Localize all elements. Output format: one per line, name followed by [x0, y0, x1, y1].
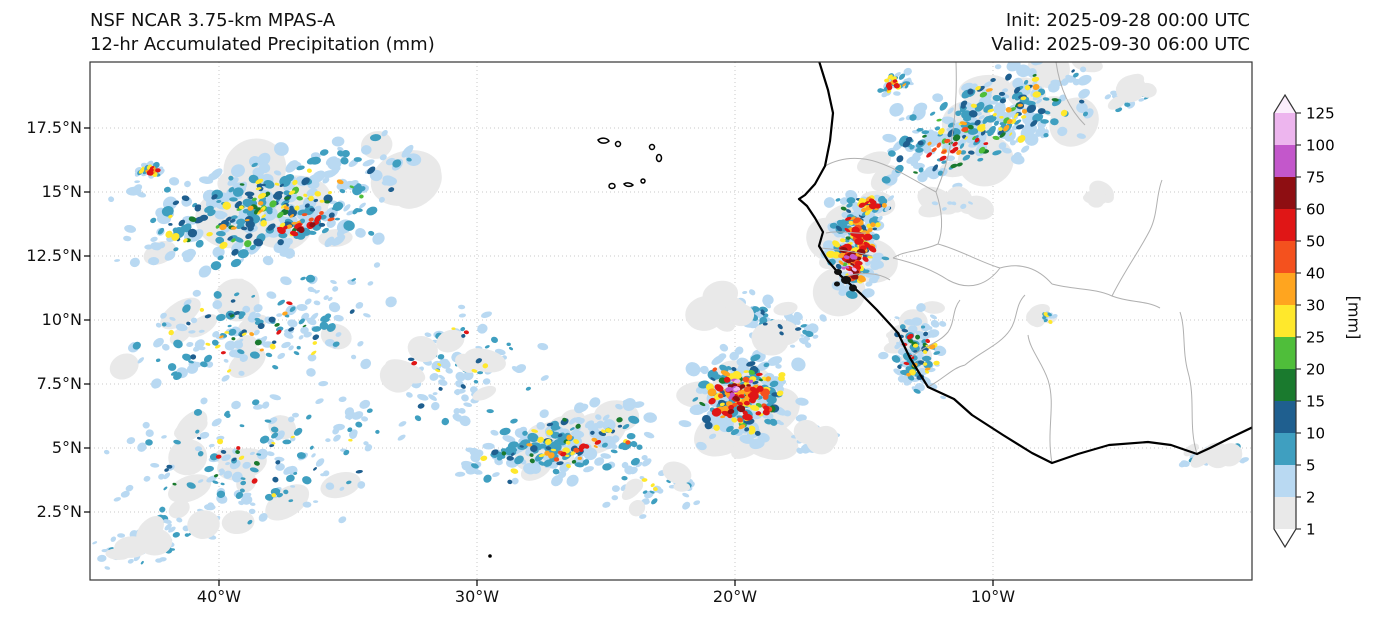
colorbar-bands: [1274, 113, 1296, 529]
colorbar-tick-label: 100: [1306, 137, 1335, 155]
gridlines: [90, 62, 1252, 580]
colorbar-tick-label: 5: [1306, 457, 1316, 475]
islet-dot: [488, 554, 492, 558]
y-tick-label: 2.5°N: [36, 502, 82, 521]
colorbar-tick-label: 60: [1306, 201, 1325, 219]
colorbar-tick-label: 75: [1306, 169, 1325, 187]
colorbar-tick-label: 10: [1306, 425, 1325, 443]
valid-time: Valid: 2025-09-30 06:00 UTC: [991, 34, 1250, 55]
colorbar-tick-label: 25: [1306, 329, 1325, 347]
y-tick-label: 10°N: [41, 310, 82, 329]
colorbar-unit-label: [mm]: [1344, 295, 1364, 340]
x-tick-label: 20°W: [712, 587, 758, 606]
bijagos-islands: [834, 269, 857, 292]
x-tick-label: 40°W: [196, 587, 242, 606]
y-tick-label: 7.5°N: [36, 374, 82, 393]
y-tick-label: 17.5°N: [26, 118, 82, 137]
x-tick-label: 10°W: [970, 587, 1016, 606]
axis-tick-marks: [84, 127, 994, 586]
coastline-group: [797, 62, 1252, 465]
y-tick-label: 15°N: [41, 182, 82, 201]
colorbar-tick-label: 40: [1306, 265, 1325, 283]
colorbar-over-arrow: [1274, 95, 1296, 113]
country-borders: [820, 62, 1198, 464]
colorbar-tick-label: 1: [1306, 521, 1316, 539]
y-tick-label: 5°N: [51, 438, 82, 457]
plot-frame: [89, 61, 1253, 581]
colorbar-tick-label: 30: [1306, 297, 1325, 315]
colorbar-tick-label: 50: [1306, 233, 1325, 251]
product-title: 12-hr Accumulated Precipitation (mm): [90, 34, 435, 55]
colorbar-tick-label: 2: [1306, 489, 1316, 507]
colorbar-under-arrow: [1274, 529, 1296, 547]
cape-verde-islands: [597, 137, 663, 190]
precipitation-field: [92, 62, 1249, 570]
y-tick-label: 12.5°N: [26, 246, 82, 265]
coastline-path: [797, 62, 1252, 465]
colorbar-tick-label: 15: [1306, 393, 1325, 411]
model-title: NSF NCAR 3.75-km MPAS-A: [90, 10, 336, 31]
init-time: Init: 2025-09-28 00:00 UTC: [1005, 10, 1250, 31]
colorbar-tick-label: 125: [1306, 105, 1335, 123]
colorbar-tick-label: 20: [1306, 361, 1325, 379]
x-tick-label: 30°W: [454, 587, 500, 606]
